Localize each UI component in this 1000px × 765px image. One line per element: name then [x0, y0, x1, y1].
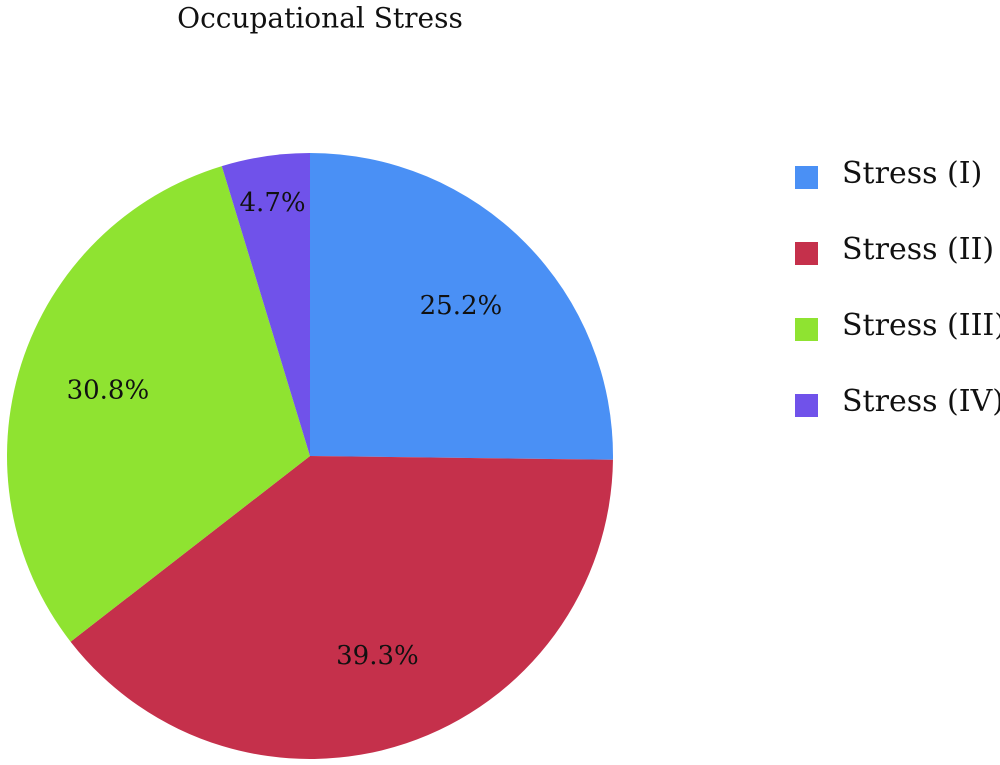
- pie-slice: [70, 456, 613, 759]
- legend-swatch: [795, 166, 818, 189]
- data-label: 39.3%: [336, 641, 419, 671]
- data-label: 30.8%: [67, 376, 150, 406]
- pie-slice: [310, 153, 613, 460]
- legend-label: Stress (III): [842, 308, 1000, 343]
- pie-slice: [7, 166, 310, 642]
- data-label: 25.2%: [420, 291, 503, 321]
- pie-slice: [221, 153, 310, 456]
- legend-label: Stress (I): [842, 156, 982, 191]
- legend-swatch: [795, 318, 818, 341]
- legend-label: Stress (IV): [842, 384, 1000, 419]
- legend-swatch: [795, 242, 818, 265]
- legend-swatch: [795, 394, 818, 417]
- chart-title: Occupational Stress: [177, 2, 463, 35]
- data-label: 4.7%: [240, 188, 306, 218]
- legend-label: Stress (II): [842, 232, 994, 267]
